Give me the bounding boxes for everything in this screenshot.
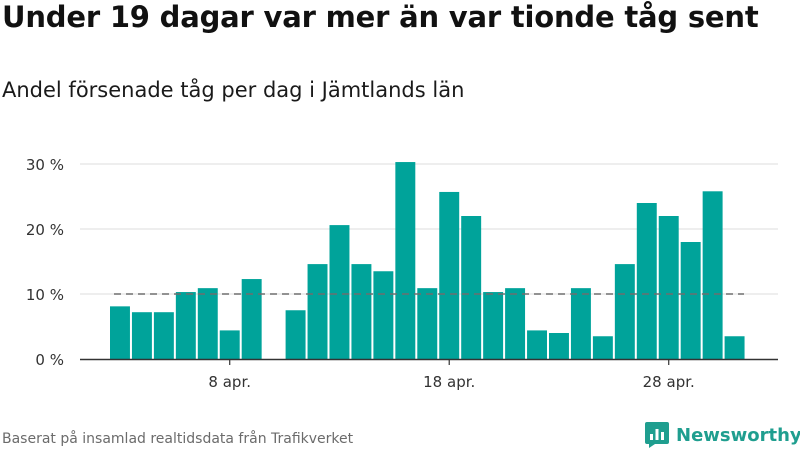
bar xyxy=(570,288,591,359)
bar xyxy=(351,264,372,359)
bar xyxy=(175,292,196,359)
y-tick-label: 20 % xyxy=(26,221,64,239)
bar xyxy=(439,191,460,359)
bar xyxy=(527,330,547,359)
bar xyxy=(197,288,218,359)
bar xyxy=(724,336,745,359)
bar-chart: 0 % 10 % 20 % 30 % 8 apr. 18 apr. 28 apr. xyxy=(26,156,778,391)
bar xyxy=(153,312,174,359)
bar xyxy=(483,292,504,359)
bar xyxy=(110,306,130,359)
bars xyxy=(110,162,745,359)
bar-chart-speech-bubble-icon xyxy=(645,422,669,448)
bar xyxy=(592,336,613,359)
logo-text: Newsworthy xyxy=(676,424,800,446)
bar xyxy=(702,191,723,359)
x-tick-label: 28 apr. xyxy=(643,373,695,391)
bar xyxy=(614,264,635,359)
bar xyxy=(219,330,240,359)
bar xyxy=(680,242,701,359)
y-tick-label: 0 % xyxy=(35,351,64,369)
bar xyxy=(417,288,438,359)
bar xyxy=(131,312,152,359)
axes: 0 % 10 % 20 % 30 % 8 apr. 18 apr. 28 apr. xyxy=(26,156,778,391)
bar xyxy=(241,279,262,359)
bar xyxy=(307,264,328,359)
bar xyxy=(395,162,416,359)
bar xyxy=(658,216,679,359)
bar xyxy=(636,203,657,359)
bar xyxy=(505,288,526,359)
bar xyxy=(373,271,394,359)
newsworthy-logo: Newsworthy xyxy=(644,421,800,449)
bar xyxy=(461,216,482,359)
chart-title: Under 19 dagar var mer än var tionde tåg… xyxy=(2,0,759,34)
bar xyxy=(549,333,569,359)
chart-subtitle: Andel försenade tåg per dag i Jämtlands … xyxy=(2,78,465,102)
x-tick-label: 8 apr. xyxy=(208,373,251,391)
source-note: Baserat på insamlad realtidsdata från Tr… xyxy=(2,431,354,447)
y-tick-label: 10 % xyxy=(26,286,64,304)
y-tick-label: 30 % xyxy=(26,156,64,174)
bar xyxy=(285,310,306,359)
bar xyxy=(329,225,350,359)
x-tick-label: 18 apr. xyxy=(423,373,475,391)
